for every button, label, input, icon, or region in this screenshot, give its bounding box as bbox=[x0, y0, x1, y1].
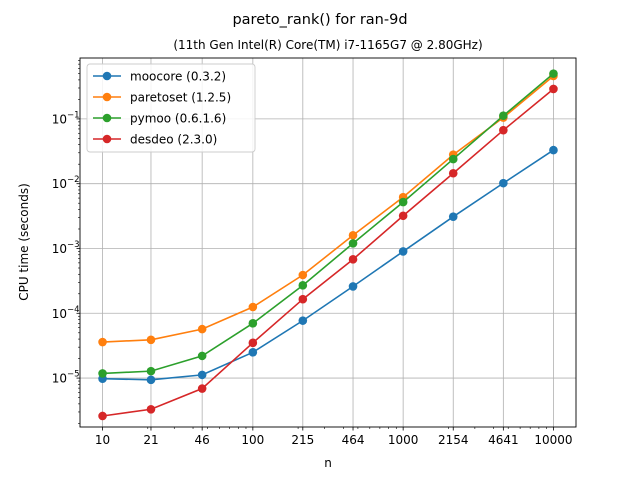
x-tick-label: 10000 bbox=[534, 433, 572, 447]
legend-box bbox=[86, 63, 256, 153]
data-point bbox=[146, 375, 156, 385]
series-group bbox=[98, 69, 558, 421]
x-tick-label: 2154 bbox=[438, 433, 469, 447]
legend: moocore (0.3.2) paretoset (1.2.5) pymoo (0… bbox=[86, 63, 256, 153]
x-tick-label: 21 bbox=[143, 433, 158, 447]
y-axis-label: CPU time (seconds) bbox=[17, 183, 31, 301]
series-line bbox=[102, 149, 554, 381]
data-point bbox=[146, 335, 156, 345]
data-point bbox=[248, 319, 258, 328]
legend-item: paretoset (1.2.5) bbox=[93, 91, 231, 105]
x-tick-label: 4641 bbox=[488, 433, 519, 447]
series-line bbox=[102, 75, 554, 343]
y-tick-exponent: −2 bbox=[67, 175, 80, 185]
data-point bbox=[448, 154, 458, 164]
x-tick-label: 100 bbox=[241, 433, 264, 447]
data-point bbox=[146, 404, 156, 414]
series-line bbox=[102, 73, 554, 375]
data-point bbox=[298, 281, 308, 290]
legend-marker bbox=[102, 113, 112, 123]
data-point bbox=[499, 125, 508, 135]
chart-subtitle: (11th Gen Intel(R) Core(TM) i7-1165G7 @ … bbox=[173, 38, 482, 52]
data-point bbox=[197, 351, 207, 361]
data-point bbox=[348, 230, 358, 240]
y-axis: 10−510−410−310−210−1 bbox=[52, 60, 80, 424]
x-tick-label: 46 bbox=[195, 433, 210, 447]
y-tick-label: 10 bbox=[52, 372, 67, 386]
y-tick-exponent: −3 bbox=[67, 240, 80, 250]
legend-item: moocore (0.3.2) bbox=[93, 70, 226, 84]
data-point bbox=[549, 69, 558, 78]
x-tick-label: 1000 bbox=[388, 433, 419, 447]
data-point bbox=[398, 247, 408, 256]
data-point bbox=[448, 212, 458, 221]
data-point bbox=[298, 316, 308, 325]
data-point bbox=[348, 282, 358, 291]
y-tick-label: 10 bbox=[52, 242, 67, 256]
x-tick-label: 464 bbox=[342, 433, 365, 447]
data-point bbox=[98, 337, 107, 347]
legend-label: desdeo (2.3.0) bbox=[130, 133, 217, 147]
data-point bbox=[146, 366, 156, 376]
legend-marker bbox=[102, 92, 112, 102]
x-tick-label: 10 bbox=[95, 433, 110, 447]
data-point bbox=[499, 111, 508, 121]
x-axis-label: n bbox=[324, 456, 332, 470]
data-point bbox=[98, 369, 107, 378]
series-2 bbox=[98, 69, 558, 378]
series-3 bbox=[98, 84, 558, 421]
data-point bbox=[348, 239, 358, 248]
data-point bbox=[197, 384, 207, 393]
data-point bbox=[248, 338, 258, 348]
data-point bbox=[197, 370, 207, 380]
x-tick-label: 215 bbox=[291, 433, 314, 447]
y-tick-label: 10 bbox=[52, 177, 67, 191]
data-point bbox=[98, 411, 107, 421]
data-point bbox=[398, 197, 408, 207]
data-point bbox=[248, 302, 258, 312]
legend-item: pymoo (0.6.1.6) bbox=[93, 112, 226, 126]
data-point bbox=[197, 324, 207, 334]
x-axis: 10 21 46 100 215 464 1000 2154 4641 10000 bbox=[95, 427, 573, 447]
legend-label: moocore (0.3.2) bbox=[130, 70, 226, 84]
legend-item: desdeo (2.3.0) bbox=[93, 133, 217, 147]
data-point bbox=[448, 168, 458, 178]
series-line bbox=[102, 88, 554, 417]
data-point bbox=[398, 211, 408, 221]
y-tick-exponent: −1 bbox=[67, 110, 80, 120]
y-tick-exponent: −5 bbox=[67, 370, 80, 380]
data-point bbox=[549, 84, 558, 94]
y-tick-label: 10 bbox=[52, 307, 67, 321]
y-tick-exponent: −4 bbox=[67, 305, 80, 315]
data-point bbox=[348, 255, 358, 264]
data-point bbox=[298, 294, 308, 304]
legend-marker bbox=[102, 134, 112, 144]
legend-label: paretoset (1.2.5) bbox=[130, 91, 231, 105]
data-point bbox=[298, 270, 308, 280]
data-point bbox=[499, 178, 508, 188]
plot-area bbox=[79, 57, 577, 428]
data-point bbox=[549, 145, 558, 155]
y-tick-label: 10 bbox=[52, 112, 67, 126]
data-point bbox=[248, 347, 258, 357]
legend-marker bbox=[102, 71, 112, 81]
series-0 bbox=[98, 145, 558, 385]
legend-label: pymoo (0.6.1.6) bbox=[130, 112, 226, 126]
chart-title: pareto_rank() for ran-9d bbox=[232, 12, 407, 28]
